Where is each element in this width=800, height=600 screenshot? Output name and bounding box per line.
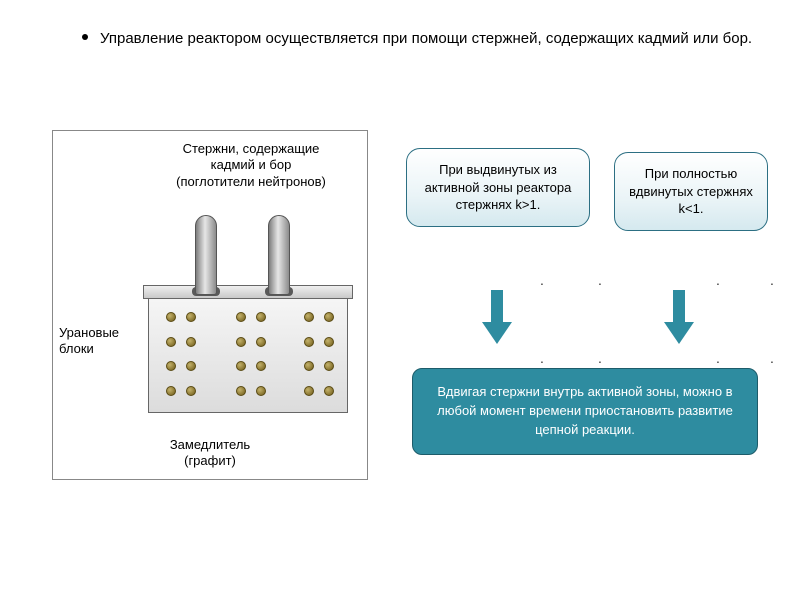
reactor-diagram-panel: Стержни, содержащие кадмий и бор (поглот… — [52, 130, 368, 480]
info-box-right-text: При полностью вдвинутых стержнях k<1. — [629, 166, 753, 216]
info-box-left-text: При выдвинутых из активной зоны реактора… — [425, 162, 572, 212]
conclusion-box: Вдвигая стержни внутрь активной зоны, мо… — [412, 368, 758, 455]
bullet-paragraph: Управление реактором осуществляется при … — [100, 28, 760, 51]
fuel-pellet-icon — [304, 361, 314, 371]
fuel-column — [185, 305, 197, 403]
fuel-pellet-icon — [304, 386, 314, 396]
dot-mark: . — [770, 350, 774, 366]
fuel-column — [165, 305, 177, 403]
fuel-column — [323, 305, 335, 403]
fuel-pellet-icon — [166, 386, 176, 396]
fuel-pellet-icon — [186, 337, 196, 347]
diagram-inner: Стержни, содержащие кадмий и бор (поглот… — [53, 131, 367, 479]
dot-mark: . — [540, 350, 544, 366]
control-rod-icon — [268, 215, 290, 295]
fuel-pellet-icon — [166, 361, 176, 371]
conclusion-text: Вдвигая стержни внутрь активной зоны, мо… — [437, 384, 733, 437]
arrow-down-icon — [482, 290, 512, 348]
core-top-plate — [143, 285, 353, 299]
label-uranium-l2: блоки — [59, 341, 94, 356]
label-rods-l3: (поглотители нейтронов) — [176, 174, 326, 189]
fuel-pellet-icon — [304, 312, 314, 322]
fuel-pellet-icon — [186, 386, 196, 396]
fuel-pellet-icon — [236, 386, 246, 396]
bullet-text-content: Управление реактором осуществляется при … — [100, 30, 752, 47]
dot-mark: . — [770, 272, 774, 288]
arrow-head — [664, 322, 694, 344]
dot-mark: . — [716, 272, 720, 288]
label-rods: Стержни, содержащие кадмий и бор (поглот… — [141, 141, 361, 190]
fuel-pellet-icon — [236, 312, 246, 322]
fuel-pellet-icon — [186, 361, 196, 371]
dot-mark: . — [540, 272, 544, 288]
label-moderator-l1: Замедлитель — [170, 437, 250, 452]
label-moderator-l2: (графит) — [184, 453, 236, 468]
fuel-pellet-icon — [324, 386, 334, 396]
fuel-pellet-icon — [256, 337, 266, 347]
bullet-dot-icon — [82, 34, 88, 40]
fuel-column — [255, 305, 267, 403]
fuel-pellet-icon — [256, 386, 266, 396]
fuel-pellet-icon — [236, 337, 246, 347]
core-body — [148, 295, 348, 413]
label-uranium: Урановые блоки — [59, 325, 119, 358]
fuel-pellet-icon — [324, 361, 334, 371]
fuel-pellet-icon — [256, 361, 266, 371]
label-rods-l1: Стержни, содержащие — [183, 141, 320, 156]
info-box-inserted: При полностью вдвинутых стержнях k<1. — [614, 152, 768, 231]
fuel-column — [303, 305, 315, 403]
reactor-drawing — [143, 207, 353, 437]
fuel-pellet-icon — [166, 337, 176, 347]
arrow-head — [482, 322, 512, 344]
fuel-pellet-icon — [324, 312, 334, 322]
info-box-withdrawn: При выдвинутых из активной зоны реактора… — [406, 148, 590, 227]
arrow-shaft — [673, 290, 685, 324]
dot-mark: . — [716, 350, 720, 366]
arrow-down-icon — [664, 290, 694, 348]
fuel-column — [235, 305, 247, 403]
label-moderator: Замедлитель (графит) — [53, 437, 367, 470]
control-rod-icon — [195, 215, 217, 295]
fuel-pellet-icon — [324, 337, 334, 347]
dot-mark: . — [598, 272, 602, 288]
fuel-pellet-icon — [236, 361, 246, 371]
arrow-shaft — [491, 290, 503, 324]
fuel-pellet-icon — [256, 312, 266, 322]
label-rods-l2: кадмий и бор — [211, 157, 292, 172]
label-uranium-l1: Урановые — [59, 325, 119, 340]
dot-mark: . — [598, 350, 602, 366]
fuel-pellet-icon — [304, 337, 314, 347]
fuel-pellet-icon — [186, 312, 196, 322]
fuel-pellet-icon — [166, 312, 176, 322]
